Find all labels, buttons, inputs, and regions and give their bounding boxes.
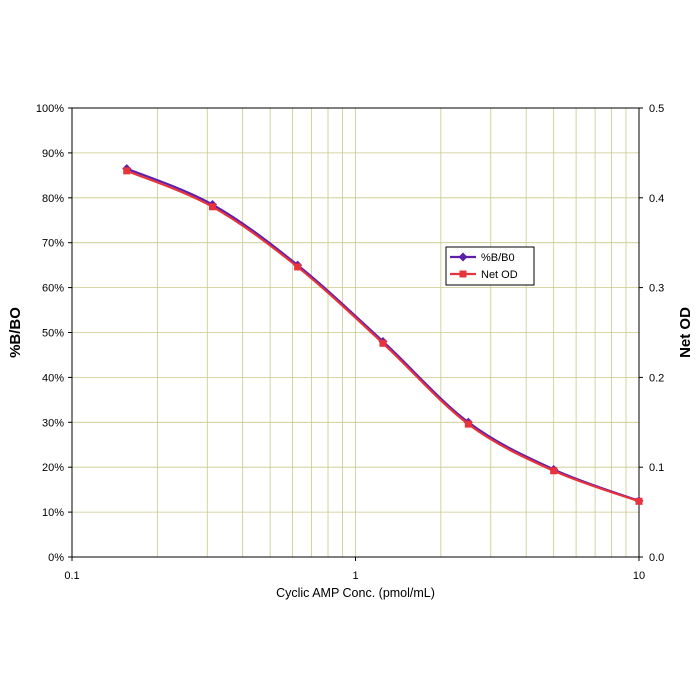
y2-tick-label: 0.0 <box>649 552 664 564</box>
series-1-line <box>126 167 640 502</box>
y-tick-label: 40% <box>42 372 64 384</box>
legend-swatch-marker <box>458 252 468 262</box>
y2-tick-label: 0.1 <box>649 462 664 474</box>
y-tick-label: 50% <box>42 328 64 340</box>
legend-label: %B/B0 <box>481 252 515 264</box>
legend-swatch-marker <box>459 270 467 278</box>
y2-axis-title: Net OD <box>677 307 694 358</box>
x-tick-label: 1 <box>352 570 358 582</box>
y-tick-label: 80% <box>42 193 64 205</box>
y-tick-label: 20% <box>42 462 64 474</box>
y-tick-label: 100% <box>36 103 64 115</box>
grid <box>72 108 639 557</box>
legend: %B/B0 Net OD <box>445 246 535 286</box>
series-2-point <box>635 497 643 505</box>
series-2-point <box>123 167 131 175</box>
series-2-point <box>208 203 216 211</box>
y2-tick-label: 0.5 <box>649 103 664 115</box>
y2-tick-label: 0.3 <box>649 283 664 295</box>
series-2-point <box>550 467 558 475</box>
y2-tick-label: 0.2 <box>649 372 664 384</box>
series-layer <box>122 164 644 506</box>
legend-label: Net OD <box>481 269 518 281</box>
series-2-point <box>464 420 472 428</box>
series-2-point <box>379 339 387 347</box>
y-tick-label: 30% <box>42 417 64 429</box>
y-tick-label: 10% <box>42 507 64 519</box>
legend-box <box>445 246 535 286</box>
x-tick-label: 10 <box>633 570 645 582</box>
y-tick-label: 0% <box>48 552 64 564</box>
x-tick-label: 0.1 <box>64 570 79 582</box>
y-axis-title: %B/BO <box>7 307 24 358</box>
x-axis-title: Cyclic AMP Conc. (pmol/mL) <box>276 586 435 600</box>
axes: 0% 10% 20% 30% 40% 50% 60% 70% 80% 90% 100% 0.0 0.1 0… <box>36 103 664 582</box>
y2-tick-label: 0.4 <box>649 193 664 205</box>
series-2-line <box>126 169 640 503</box>
y-tick-label: 60% <box>42 283 64 295</box>
series-2-point <box>294 263 302 271</box>
y-tick-label: 90% <box>42 148 64 160</box>
y-tick-label: 70% <box>42 238 64 250</box>
